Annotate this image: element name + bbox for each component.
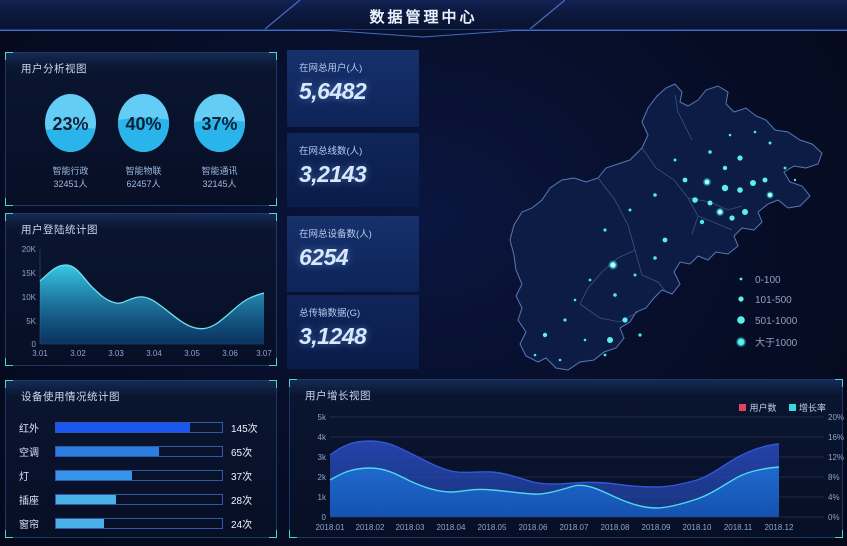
svg-text:101-500: 101-500 [755, 295, 792, 306]
svg-text:3.05: 3.05 [184, 349, 200, 358]
svg-text:3.06: 3.06 [222, 349, 238, 358]
svg-text:2018.11: 2018.11 [724, 523, 753, 532]
svg-text:10K: 10K [22, 293, 37, 302]
svg-text:0: 0 [32, 340, 37, 349]
svg-text:2018.03: 2018.03 [396, 523, 425, 532]
svg-text:3.07: 3.07 [256, 349, 272, 358]
svg-text:5k: 5k [318, 413, 327, 422]
svg-text:5K: 5K [26, 317, 36, 326]
svg-text:40%: 40% [125, 114, 161, 134]
svg-text:16%: 16% [828, 433, 844, 442]
svg-text:0%: 0% [828, 513, 840, 522]
svg-text:2018.07: 2018.07 [560, 523, 589, 532]
svg-text:2018.10: 2018.10 [683, 523, 712, 532]
svg-text:2018.09: 2018.09 [642, 523, 671, 532]
svg-text:20K: 20K [22, 245, 37, 254]
svg-text:4%: 4% [828, 493, 840, 502]
svg-text:3.04: 3.04 [146, 349, 162, 358]
svg-text:8%: 8% [828, 473, 840, 482]
svg-text:2018.05: 2018.05 [478, 523, 507, 532]
svg-text:4k: 4k [318, 433, 327, 442]
svg-text:2018.04: 2018.04 [437, 523, 466, 532]
svg-text:37%: 37% [201, 114, 237, 134]
svg-text:3.03: 3.03 [108, 349, 124, 358]
svg-text:0: 0 [322, 513, 327, 522]
svg-text:15K: 15K [22, 269, 37, 278]
svg-text:2k: 2k [318, 473, 327, 482]
svg-text:2018.12: 2018.12 [765, 523, 794, 532]
svg-text:3.02: 3.02 [70, 349, 86, 358]
svg-text:2018.02: 2018.02 [356, 523, 385, 532]
svg-text:20%: 20% [828, 413, 844, 422]
svg-text:2018.06: 2018.06 [519, 523, 548, 532]
svg-text:大于1000: 大于1000 [755, 336, 798, 349]
svg-text:3.01: 3.01 [32, 349, 48, 358]
svg-text:2018.01: 2018.01 [316, 523, 345, 532]
svg-text:501-1000: 501-1000 [755, 316, 798, 327]
svg-text:3k: 3k [318, 453, 327, 462]
svg-text:0-100: 0-100 [755, 275, 781, 286]
svg-text:2018.08: 2018.08 [601, 523, 630, 532]
svg-text:12%: 12% [828, 453, 844, 462]
svg-text:23%: 23% [52, 114, 88, 134]
svg-text:1k: 1k [318, 493, 327, 502]
